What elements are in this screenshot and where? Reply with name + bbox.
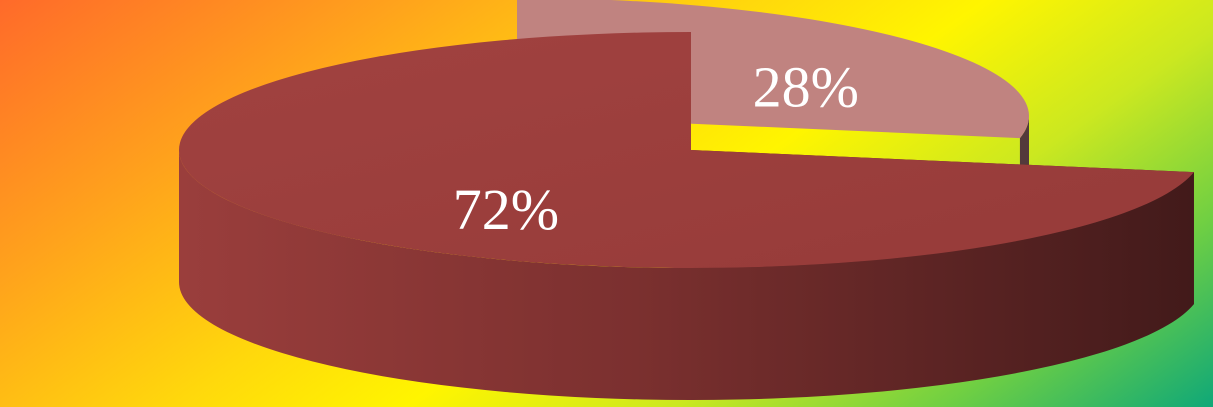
slice-2-top <box>179 32 1194 268</box>
slice-1-label: 28% <box>753 54 859 119</box>
slice-2-label: 72% <box>453 177 559 242</box>
slice-2-side <box>179 150 1194 400</box>
